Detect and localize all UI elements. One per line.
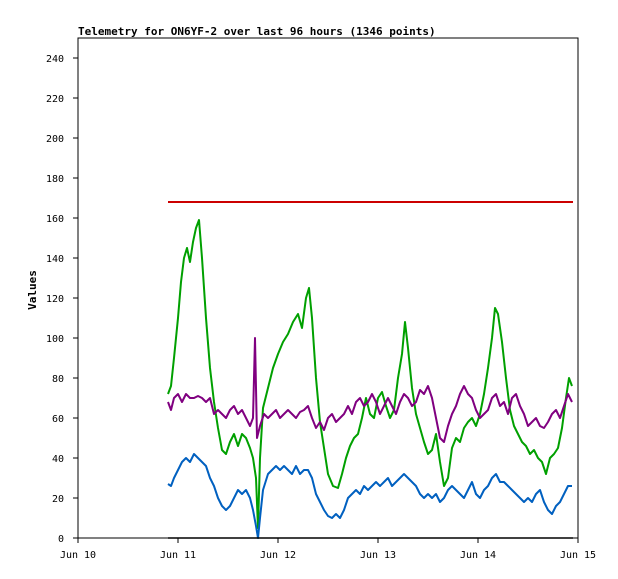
y-tick-label: 0 <box>58 534 64 545</box>
y-tick-label: 120 <box>46 294 64 305</box>
y-tick-label: 60 <box>52 414 64 425</box>
x-tick-label: Jun 13 <box>360 550 396 561</box>
chart-title: Telemetry for ON6YF-2 over last 96 hours… <box>78 25 436 38</box>
x-tick-label: Jun 10 <box>60 550 96 561</box>
y-tick-label: 80 <box>52 374 64 385</box>
y-tick-label: 200 <box>46 134 64 145</box>
x-tick-label: Jun 15 <box>560 550 596 561</box>
series-lines <box>167 201 573 539</box>
series-line-3 <box>167 337 573 443</box>
y-tick-label: 140 <box>46 254 64 265</box>
y-tick-label: 220 <box>46 94 64 105</box>
x-tick-label: Jun 14 <box>460 550 496 561</box>
y-tick-label: 180 <box>46 174 64 185</box>
y-tick-label: 40 <box>52 454 64 465</box>
y-tick-label: 160 <box>46 214 64 225</box>
series-line-2 <box>167 219 573 529</box>
y-tick-label: 240 <box>46 54 64 65</box>
axis-ticks: 0 20 40 60 80 100 120 140 160 180 200 220 240 Jun 10 J… <box>46 54 596 561</box>
y-tick-label: 20 <box>52 494 64 505</box>
y-axis-label: Values <box>26 270 39 310</box>
series-line-4 <box>167 453 572 539</box>
y-tick-label: 100 <box>46 334 64 345</box>
x-tick-label: Jun 12 <box>260 550 296 561</box>
x-tick-label: Jun 11 <box>160 550 196 561</box>
